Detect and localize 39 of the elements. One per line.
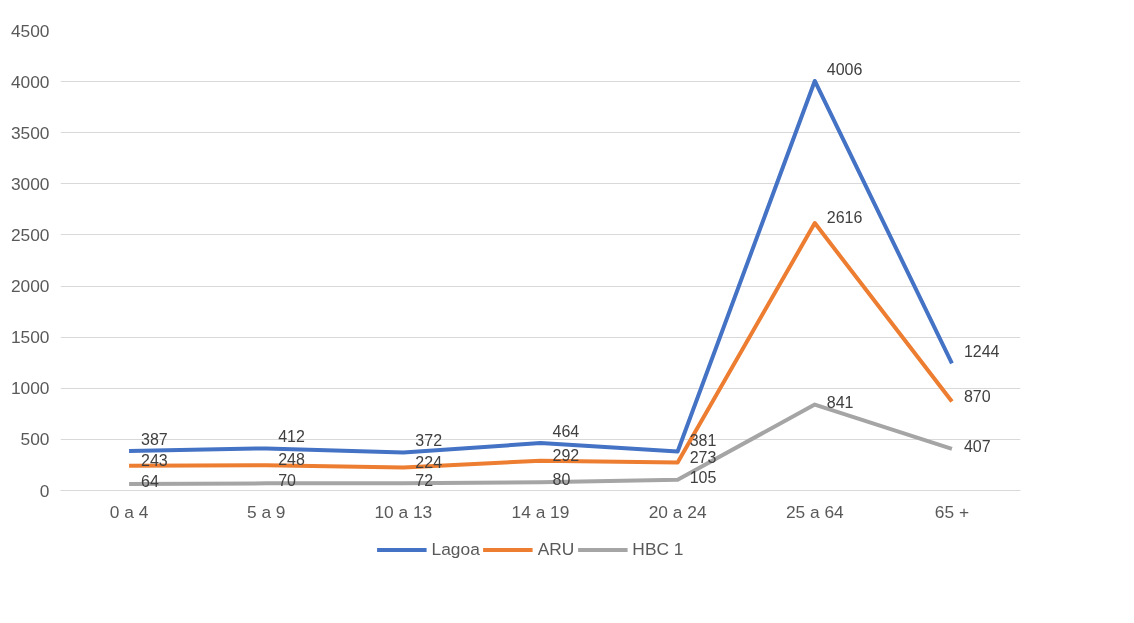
y-tick-label: 500 — [20, 429, 50, 450]
data-label: 841 — [826, 393, 854, 411]
legend-label: ARU — [537, 538, 575, 560]
data-label: 372 — [415, 432, 443, 450]
data-label: 70 — [278, 472, 297, 490]
y-tick-label: 3000 — [10, 173, 50, 194]
x-tick-label: 25 a 64 — [785, 501, 845, 522]
y-tick-label: 4000 — [10, 71, 50, 92]
data-label: 273 — [689, 448, 717, 466]
data-label: 64 — [141, 472, 159, 490]
legend-label: Lagoa — [431, 538, 480, 560]
x-tick-label: 0 a 4 — [109, 501, 149, 522]
data-label: 870 — [963, 387, 991, 405]
data-label: 248 — [278, 451, 306, 469]
y-tick-label: 3500 — [10, 122, 50, 143]
data-label: 381 — [689, 431, 717, 449]
data-label: 412 — [278, 428, 306, 446]
line-series — [127, 221, 954, 470]
x-tick-label: 5 a 9 — [246, 501, 286, 522]
x-tick-label: 20 a 24 — [648, 501, 707, 522]
data-label: 407 — [963, 437, 991, 455]
x-tick-label: 14 a 19 — [511, 501, 570, 522]
legend-label: HBC 1 — [632, 538, 684, 560]
y-tick-label: 0 — [39, 480, 50, 501]
data-label: 387 — [141, 430, 168, 448]
data-label: 105 — [689, 468, 717, 486]
x-tick-label: 65 + — [934, 501, 970, 522]
data-label: 464 — [552, 423, 580, 441]
x-tick-label: 10 a 13 — [374, 501, 433, 522]
data-label: 4006 — [826, 61, 863, 78]
data-label: 2616 — [826, 209, 863, 227]
y-tick-label: 1500 — [10, 327, 50, 348]
data-label: 1244 — [963, 343, 1000, 361]
data-label: 72 — [415, 472, 434, 490]
data-label: 80 — [552, 471, 571, 489]
y-tick-label: 2000 — [10, 276, 50, 297]
y-tick-label: 2500 — [10, 224, 50, 245]
y-tick-label: 1000 — [10, 378, 50, 399]
y-tick-label: 4500 — [10, 20, 50, 41]
